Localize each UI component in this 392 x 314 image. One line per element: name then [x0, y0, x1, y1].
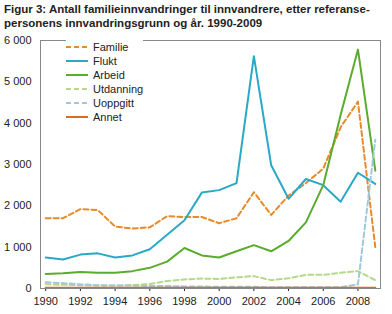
svg-text:2004: 2004 [276, 295, 300, 307]
svg-text:2002: 2002 [242, 295, 266, 307]
html-text:Uoppgitt: Uoppgitt [93, 97, 134, 109]
svg-text:1 000: 1 000 [4, 241, 32, 253]
svg-text:0: 0 [25, 282, 31, 294]
svg-text:4 000: 4 000 [4, 117, 32, 129]
html-text:Flukt: Flukt [93, 55, 117, 67]
svg-text:2008: 2008 [346, 295, 370, 307]
html-text:Utdanning: Utdanning [93, 83, 144, 95]
svg-text:2000: 2000 [207, 295, 231, 307]
svg-text:1990: 1990 [33, 295, 57, 307]
svg-text:2 000: 2 000 [4, 199, 32, 211]
svg-text:6 000: 6 000 [4, 34, 32, 46]
svg-text:3 000: 3 000 [4, 158, 32, 170]
html-text:Annet: Annet [93, 111, 122, 123]
svg-text:1994: 1994 [103, 295, 127, 307]
svg-text:1998: 1998 [172, 295, 196, 307]
svg-text:5 000: 5 000 [4, 75, 32, 87]
svg-text:2006: 2006 [311, 295, 335, 307]
svg-text:1996: 1996 [138, 295, 162, 307]
html-text:Arbeid: Arbeid [93, 69, 125, 81]
html-text:Figur 3: Antall familieinnvand: Figur 3: Antall familieinnvandringer til… [4, 3, 370, 29]
svg-text:1992: 1992 [68, 295, 92, 307]
html-text:Familie: Familie [93, 41, 129, 53]
